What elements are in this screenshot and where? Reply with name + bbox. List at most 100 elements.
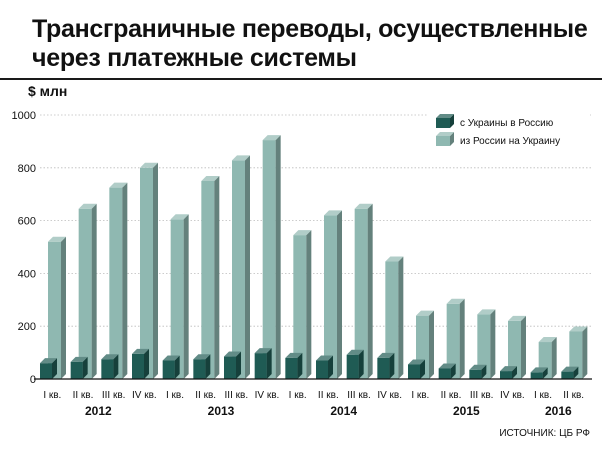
bar-ukraine-to-russia (561, 366, 579, 379)
bar-russia-to-ukraine-front (293, 235, 307, 379)
bar-russia-to-ukraine-top (569, 326, 588, 332)
bar-russia-to-ukraine-top (354, 203, 373, 209)
bar-ukraine-to-russia-top (438, 363, 456, 369)
bar-ukraine-to-russia (132, 348, 149, 379)
bar-russia-to-ukraine (508, 315, 526, 379)
bar-ukraine-to-russia-top (530, 367, 548, 373)
bar-russia-to-ukraine (385, 256, 404, 379)
bar-russia-to-ukraine-side (459, 298, 465, 379)
bar-russia-to-ukraine (170, 214, 189, 379)
x-category-label: IV кв. (255, 390, 280, 401)
bar-ukraine-to-russia (438, 363, 456, 379)
bar-ukraine-to-russia-side (389, 352, 395, 379)
bars (40, 135, 588, 379)
x-category-label: IV кв. (500, 390, 525, 401)
x-year-label: 2012 (85, 404, 112, 418)
bar-russia-to-ukraine-top (170, 214, 189, 220)
bar-russia-to-ukraine-front (170, 219, 184, 379)
bar-russia-to-ukraine (538, 337, 557, 379)
bar-russia-to-ukraine-side (183, 214, 189, 379)
bar-russia-to-ukraine-side (122, 182, 128, 379)
y-tick-label: 400 (18, 268, 36, 280)
bar-ukraine-to-russia-side (328, 355, 333, 379)
swatch-front (436, 118, 450, 128)
bar-russia-to-ukraine-front (446, 303, 460, 379)
bar-russia-to-ukraine (48, 236, 66, 379)
bar-ukraine-to-russia-front (500, 371, 512, 379)
x-category-label: II кв. (563, 390, 584, 401)
bar-ukraine-to-russia-side (512, 366, 517, 379)
bar-ukraine-to-russia-top (70, 356, 88, 362)
bar-ukraine-to-russia (193, 354, 211, 379)
bar-ukraine-to-russia (254, 348, 272, 379)
chart-title-line-1: Трансграничные переводы, осуществленные (32, 15, 588, 43)
bar-ukraine-to-russia-front (469, 369, 482, 379)
bar-ukraine-to-russia-top (224, 351, 241, 357)
bar-ukraine-to-russia (408, 359, 425, 379)
bar-russia-to-ukraine-side (521, 315, 526, 379)
x-year-label: 2015 (453, 404, 480, 418)
bar-russia-to-ukraine-front (201, 181, 215, 379)
bar-ukraine-to-russia-top (377, 352, 395, 358)
bar-ukraine-to-russia-side (573, 366, 579, 379)
bar-russia-to-ukraine (78, 203, 97, 379)
bar-ukraine-to-russia (530, 367, 548, 379)
legend-swatch-russia-to-ukraine (436, 132, 454, 146)
swatch-side (450, 132, 454, 146)
bar-ukraine-to-russia-top (40, 358, 57, 364)
bar-russia-to-ukraine-top (477, 309, 496, 315)
bar-ukraine-to-russia (377, 352, 395, 379)
bar-ukraine-to-russia-front (408, 364, 420, 379)
x-category-label: I кв. (43, 390, 61, 401)
bar-russia-to-ukraine-front (385, 261, 399, 379)
bar-ukraine-to-russia-top (469, 364, 487, 370)
bar-russia-to-ukraine-top (416, 310, 434, 316)
swatch-top (436, 132, 454, 136)
x-year-label: 2016 (545, 404, 572, 418)
bar-russia-to-ukraine (232, 155, 250, 379)
bar-ukraine-to-russia-top (285, 352, 303, 358)
bar-ukraine-to-russia (500, 366, 517, 379)
x-category-label: I кв. (411, 390, 429, 401)
bar-russia-to-ukraine-side (245, 155, 250, 379)
bar-ukraine-to-russia (162, 355, 180, 379)
chart-title-line-2: через платежные системы (32, 44, 357, 72)
x-category-label: III кв. (225, 390, 249, 401)
y-tick-label: 200 (18, 321, 36, 333)
bar-russia-to-ukraine-front (324, 215, 337, 379)
bar-ukraine-to-russia (101, 354, 119, 379)
bar-russia-to-ukraine (109, 182, 128, 379)
bar-russia-to-ukraine-side (153, 162, 158, 379)
bar-ukraine-to-russia-top (408, 359, 425, 365)
bar-ukraine-to-russia-side (174, 355, 180, 379)
bar-russia-to-ukraine (140, 162, 158, 379)
bar-russia-to-ukraine-front (354, 208, 368, 379)
bar-ukraine-to-russia-side (236, 351, 241, 379)
category-labels: I кв. II кв. III кв. IV кв. I кв. II кв. III к… (43, 390, 584, 401)
bar-russia-to-ukraine (324, 210, 342, 379)
bar-ukraine-to-russia-front (530, 372, 543, 379)
bar-ukraine-to-russia-front (40, 363, 52, 379)
bar-russia-to-ukraine-side (275, 135, 281, 379)
bar-russia-to-ukraine (446, 298, 465, 379)
legend-label-russia-to-ukraine: из России на Украину (460, 136, 560, 147)
bar-ukraine-to-russia-front (132, 353, 144, 379)
bar-ukraine-to-russia-front (438, 368, 451, 379)
bar-russia-to-ukraine-top (262, 135, 281, 141)
bar-ukraine-to-russia (346, 349, 364, 379)
bar-russia-to-ukraine-front (109, 187, 123, 379)
x-category-label: III кв. (102, 390, 126, 401)
bar-russia-to-ukraine (201, 176, 220, 379)
y-tick-label: 800 (18, 163, 36, 175)
bar-ukraine-to-russia-front (346, 354, 359, 379)
bar-ukraine-to-russia-front (101, 359, 114, 379)
bar-russia-to-ukraine-side (91, 203, 97, 379)
bar-ukraine-to-russia-side (542, 367, 548, 379)
bar-russia-to-ukraine-top (140, 162, 158, 168)
x-category-label: III кв. (347, 390, 371, 401)
bar-russia-to-ukraine-top (446, 298, 465, 304)
legend: с Украины в Россию из России на Украину (428, 110, 590, 150)
bar-ukraine-to-russia-top (193, 354, 211, 360)
bar-ukraine-to-russia-side (52, 358, 57, 379)
x-category-label: IV кв. (132, 390, 157, 401)
